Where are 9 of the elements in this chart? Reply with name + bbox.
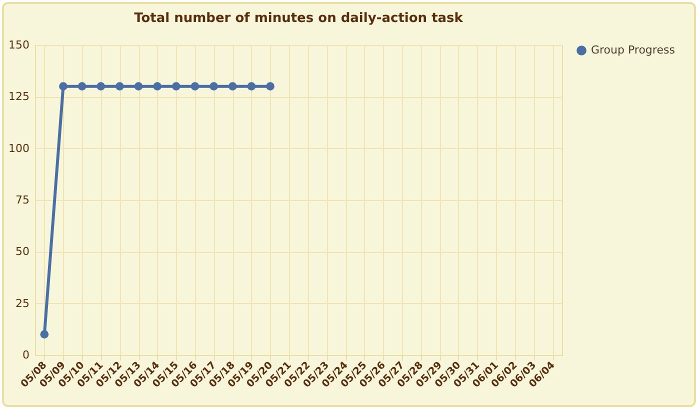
y-tick-label: 0 (22, 348, 30, 362)
y-tick-label: 150 (8, 38, 30, 52)
y-tick-label: 125 (8, 90, 30, 104)
y-tick-label: 100 (8, 142, 30, 155)
y-tick-label: 25 (16, 296, 30, 310)
legend-label: Group Progress (591, 44, 676, 56)
y-tick-label: 50 (16, 245, 30, 258)
chart-title: Total number of minutes on daily-action task (134, 11, 464, 26)
y-tick-label: 75 (16, 194, 30, 206)
